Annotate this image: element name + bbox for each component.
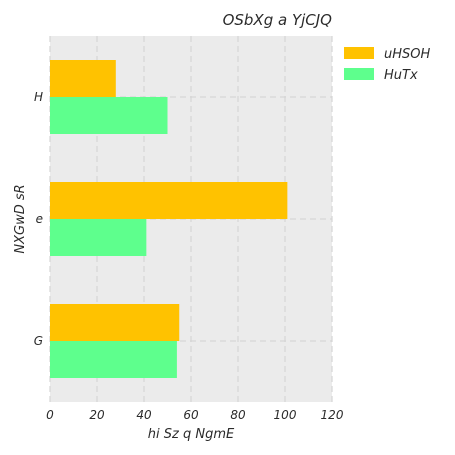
axis-ticks: 0 20 40 60 80 100 120 He G (34, 90, 344, 422)
bar-HuTx-e (50, 219, 147, 256)
x-tick-label: 0 (46, 408, 54, 422)
bar-uHSOH-G (50, 304, 180, 341)
bar-HuTx-G (50, 341, 177, 378)
legend-swatch (344, 47, 374, 59)
x-tick-label: 100 (274, 408, 297, 422)
category-label: G (34, 334, 43, 348)
x-tick-label: 40 (136, 408, 152, 422)
legend-label: uHSOH (384, 47, 430, 62)
bar-HuTx-H (50, 97, 168, 134)
x-tick-label: 80 (230, 408, 246, 422)
x-axis-label: hi Sz q NgmE (148, 427, 235, 442)
bar-uHSOH-e (50, 182, 288, 219)
bars (50, 60, 288, 378)
x-tick-label: 60 (183, 408, 199, 422)
bar-uHSOH-H (50, 60, 116, 97)
legend-swatch (344, 68, 374, 80)
legend: uHSOH HuTx (344, 47, 430, 83)
chart-title: OSbXg a YjCJQ (223, 11, 333, 29)
legend-label: HuTx (384, 68, 418, 83)
category-label: e (36, 212, 43, 226)
y-axis-label: NXGwD sR (13, 184, 28, 253)
x-tick-label: 20 (89, 408, 105, 422)
x-tick-label: 120 (321, 408, 344, 422)
category-label: H (34, 90, 43, 104)
